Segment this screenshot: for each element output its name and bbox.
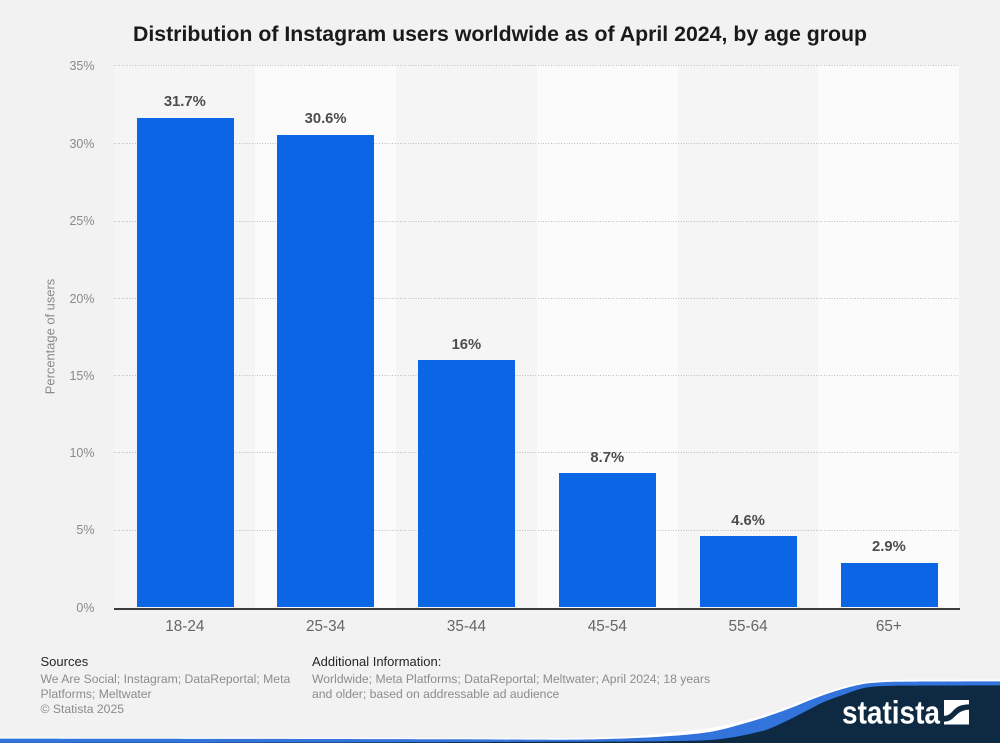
svg-text:statista: statista bbox=[842, 695, 940, 731]
